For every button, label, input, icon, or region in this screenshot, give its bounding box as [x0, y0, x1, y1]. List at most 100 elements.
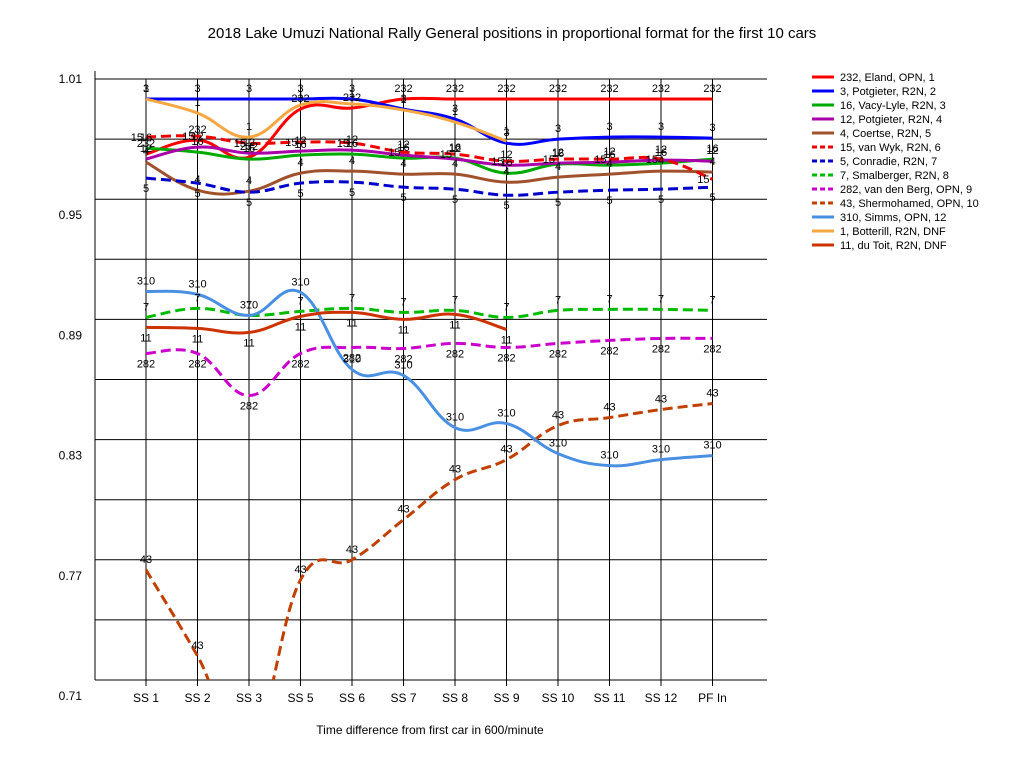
x-tick-label: SS 3 [236, 691, 262, 705]
series-line-310 [145, 288, 713, 468]
x-tick-label: SS 6 [339, 691, 365, 705]
y-tick-label: 0.83 [59, 449, 83, 463]
data-label-3: 3 [555, 123, 561, 135]
data-label-7: 7 [194, 292, 200, 304]
data-label-232: 232 [137, 138, 155, 150]
y-tick-label: 1.01 [59, 72, 83, 86]
data-label-43: 43 [294, 564, 306, 576]
data-label-1: 1 [452, 106, 458, 118]
x-tick-label: SS 11 [594, 691, 626, 705]
x-axis-label: Time difference from first car in 600/mi… [316, 723, 544, 737]
data-label-232: 232 [703, 83, 721, 95]
data-label-12: 12 [449, 143, 461, 155]
data-label-3: 3 [246, 83, 252, 95]
data-label-15: 15 [182, 131, 194, 143]
data-label-310: 310 [137, 275, 155, 287]
data-label-11: 11 [398, 324, 409, 336]
data-label-310: 310 [703, 440, 721, 452]
data-label-16: 16 [706, 143, 718, 155]
data-label-282: 282 [343, 352, 361, 364]
data-label-11: 11 [346, 317, 357, 329]
data-label-3: 3 [709, 122, 715, 134]
data-label-232: 232 [497, 83, 515, 95]
data-label-282: 282 [549, 348, 567, 360]
data-label-5: 5 [400, 192, 406, 204]
data-label-16: 16 [603, 149, 615, 161]
series-line-5 [145, 176, 713, 197]
data-label-310: 310 [652, 444, 670, 456]
data-label-5: 5 [349, 187, 355, 199]
legend-entry-282: 282, van den Berg, OPN, 9 [840, 184, 972, 196]
data-label-7: 7 [452, 294, 458, 306]
data-label-43: 43 [397, 504, 409, 516]
data-label-7: 7 [606, 293, 612, 305]
data-label-12: 12 [552, 147, 564, 159]
data-label-15: 15 [131, 132, 143, 144]
data-label-11: 11 [140, 332, 151, 344]
data-label-3: 3 [349, 83, 355, 95]
data-label-15: 15 [388, 147, 400, 159]
data-label-15: 15 [594, 154, 606, 166]
data-label-43: 43 [552, 410, 564, 422]
data-label-3: 3 [297, 83, 303, 95]
data-label-16: 16 [140, 132, 152, 144]
data-label-232: 232 [600, 83, 618, 95]
data-label-282: 282 [291, 358, 309, 370]
legend-entry-43: 43, Shermohamed, OPN, 10 [840, 198, 979, 210]
data-label-12: 12 [500, 149, 512, 161]
data-label-5: 5 [143, 183, 149, 195]
data-label-12: 12 [655, 144, 667, 156]
data-label-7: 7 [555, 294, 561, 306]
data-label-232: 232 [394, 83, 412, 95]
data-label-16: 16 [191, 136, 203, 148]
data-label-15: 15 [285, 137, 297, 149]
data-label-232: 232 [343, 92, 361, 104]
x-tick-label: SS 12 [645, 691, 678, 705]
x-tick-label: SS 2 [184, 691, 210, 705]
data-label-16: 16 [500, 157, 512, 169]
data-label-310: 310 [188, 278, 206, 290]
data-label-310: 310 [291, 276, 309, 288]
data-label-5: 5 [452, 194, 458, 206]
data-label-5: 5 [606, 195, 612, 207]
data-label-3: 3 [400, 93, 406, 105]
data-label-282: 282 [188, 358, 206, 370]
data-label-3: 3 [452, 103, 458, 115]
data-label-3: 3 [606, 121, 612, 133]
x-tick-label: SS 5 [287, 691, 313, 705]
data-label-43: 43 [140, 554, 152, 566]
data-label-1: 1 [246, 121, 252, 133]
data-label-16: 16 [552, 148, 564, 160]
data-label-5: 5 [194, 188, 200, 200]
data-label-5: 5 [246, 197, 252, 209]
data-label-4: 4 [246, 175, 252, 187]
data-label-232: 232 [446, 83, 464, 95]
data-label-4: 4 [555, 161, 561, 173]
data-label-282: 282 [394, 353, 412, 365]
legend-entry-7: 7, Smalberger, R2N, 8 [840, 170, 949, 182]
data-label-11: 11 [501, 334, 512, 346]
x-tick-label: SS 1 [133, 691, 159, 705]
series-line-282 [145, 336, 713, 398]
data-label-5: 5 [503, 200, 509, 212]
data-label-232: 232 [188, 124, 206, 136]
legend-entry-16: 16, Vacy-Lyle, R2N, 3 [840, 100, 946, 112]
data-label-232: 232 [549, 83, 567, 95]
data-label-4: 4 [349, 155, 355, 167]
series-line-1 [145, 97, 508, 143]
data-label-3: 3 [194, 83, 200, 95]
x-tick-label: SS 7 [390, 691, 416, 705]
data-label-12: 12 [397, 139, 409, 151]
data-label-5: 5 [297, 188, 303, 200]
data-label-5: 5 [658, 194, 664, 206]
y-tick-label: 0.77 [59, 569, 83, 583]
data-label-282: 282 [652, 343, 670, 355]
data-label-12: 12 [346, 134, 358, 146]
legend: 232, Eland, OPN, 1 3, Potgieter, R2N, 2 16… [812, 72, 979, 252]
legend-entry-1: 1, Botterill, R2N, DNF [840, 226, 946, 238]
data-label-16: 16 [243, 143, 255, 155]
y-tick-label: 0.95 [59, 208, 83, 222]
